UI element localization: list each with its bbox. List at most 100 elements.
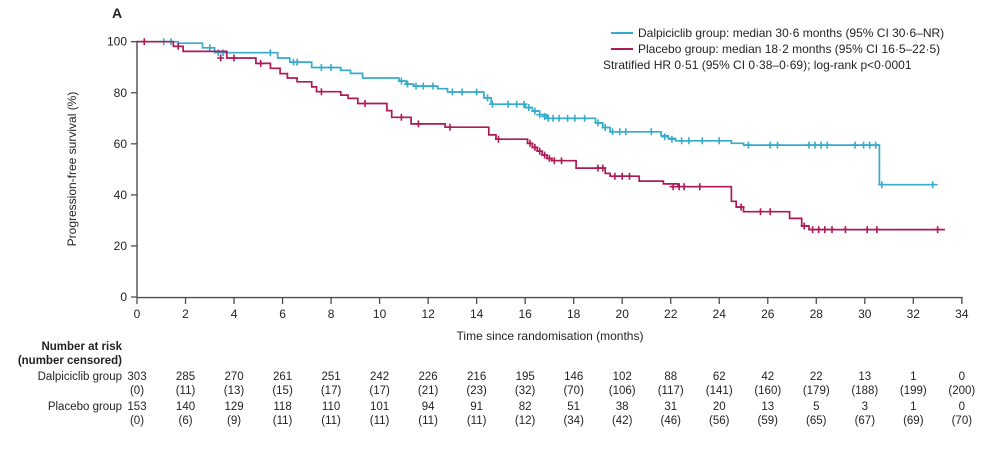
x-tick-label: 30 bbox=[858, 307, 872, 321]
risk-value: 153 bbox=[127, 401, 147, 413]
risk-value: 88 bbox=[664, 371, 678, 383]
x-tick-label: 2 bbox=[182, 307, 189, 321]
risk-value: 251 bbox=[321, 371, 341, 383]
risk-value: 51 bbox=[567, 401, 581, 413]
panel-label: A bbox=[112, 5, 123, 21]
x-tick-label: 8 bbox=[328, 307, 335, 321]
y-tick-label: 0 bbox=[120, 290, 127, 304]
x-tick-label: 26 bbox=[761, 307, 775, 321]
censored-value: (21) bbox=[417, 385, 439, 397]
censored-value: (188) bbox=[851, 385, 879, 397]
y-tick-label: 80 bbox=[114, 86, 128, 100]
x-tick-label: 14 bbox=[470, 307, 484, 321]
legend-label-placebo: Placebo group: median 18·2 months (95% C… bbox=[638, 42, 941, 56]
censored-value: (11) bbox=[272, 415, 293, 427]
censored-value: (11) bbox=[369, 415, 390, 427]
risk-value: 110 bbox=[321, 401, 341, 413]
x-tick-label: 22 bbox=[664, 307, 678, 321]
censored-value: (69) bbox=[903, 415, 924, 427]
risk-row-label-dalpiciclib: Dalpiciclib group bbox=[37, 371, 122, 383]
censored-value: (11) bbox=[466, 415, 487, 427]
legend-item-dalpiciclib: Dalpiciclib group: median 30·6 months (9… bbox=[603, 25, 944, 41]
censored-value: (0) bbox=[129, 415, 145, 427]
km-curve-dalpiciclib bbox=[137, 40, 938, 186]
risk-value: 226 bbox=[418, 371, 438, 383]
risk-value: 303 bbox=[127, 371, 147, 383]
risk-value: 140 bbox=[175, 401, 196, 413]
x-axis-title: Time since randomisation (months) bbox=[456, 329, 644, 343]
risk-value: 38 bbox=[615, 401, 629, 413]
censored-value: (117) bbox=[657, 385, 684, 397]
censored-value: (32) bbox=[514, 385, 536, 397]
y-axis-title: Progression-free survival (%) bbox=[65, 91, 79, 247]
km-curve-placebo bbox=[137, 40, 945, 231]
risk-value: 270 bbox=[224, 371, 244, 383]
risk-table-subtitle: (number censored) bbox=[17, 355, 122, 367]
x-tick-label: 24 bbox=[713, 307, 727, 321]
risk-value: 94 bbox=[421, 401, 435, 413]
censor-marks-placebo bbox=[140, 38, 942, 234]
y-tick-label: 60 bbox=[114, 137, 128, 151]
censored-value: (46) bbox=[660, 415, 681, 427]
y-tick-label: 20 bbox=[114, 239, 128, 253]
censored-value: (160) bbox=[754, 385, 782, 397]
risk-value: 285 bbox=[175, 371, 196, 383]
risk-value: 22 bbox=[809, 371, 823, 383]
censored-value: (106) bbox=[608, 385, 636, 397]
censored-value: (11) bbox=[418, 415, 438, 427]
censored-value: (179) bbox=[802, 385, 830, 397]
censored-value: (15) bbox=[272, 385, 293, 397]
risk-value: 0 bbox=[958, 401, 966, 413]
censored-value: (34) bbox=[563, 415, 584, 427]
y-tick-label: 40 bbox=[114, 188, 128, 202]
risk-value: 1 bbox=[910, 401, 917, 413]
censored-value: (65) bbox=[806, 415, 827, 427]
censored-value: (67) bbox=[854, 415, 876, 427]
placebo-line-swatch bbox=[611, 48, 633, 50]
legend: Dalpiciclib group: median 30·6 months (9… bbox=[603, 25, 944, 73]
risk-value: 62 bbox=[712, 371, 726, 383]
risk-table-title: Number at risk bbox=[41, 341, 122, 353]
censored-value: (70) bbox=[951, 415, 973, 427]
risk-value: 261 bbox=[272, 371, 293, 383]
x-tick-label: 34 bbox=[955, 307, 969, 321]
censored-value: (11) bbox=[321, 415, 341, 427]
legend-item-placebo: Placebo group: median 18·2 months (95% C… bbox=[603, 41, 944, 57]
x-tick-label: 16 bbox=[518, 307, 532, 321]
risk-value: 5 bbox=[813, 401, 820, 413]
x-tick-label: 6 bbox=[279, 307, 286, 321]
censored-value: (0) bbox=[129, 385, 145, 397]
risk-value: 13 bbox=[858, 371, 872, 383]
x-tick-label: 10 bbox=[373, 307, 387, 321]
axes bbox=[136, 40, 963, 299]
x-tick-label: 12 bbox=[421, 307, 435, 321]
censored-value: (6) bbox=[178, 415, 193, 427]
risk-value: 242 bbox=[370, 371, 390, 383]
risk-value: 82 bbox=[518, 401, 532, 413]
hr-annotation: Stratified HR 0·51 (95% CI 0·38–0·69); l… bbox=[603, 58, 912, 72]
risk-value: 1 bbox=[910, 371, 917, 383]
risk-value: 3 bbox=[861, 401, 868, 413]
risk-row-label-placebo: Placebo group bbox=[47, 401, 122, 413]
censored-value: (199) bbox=[899, 385, 927, 397]
x-tick-label: 32 bbox=[907, 307, 921, 321]
risk-value: 102 bbox=[612, 371, 632, 383]
censored-value: (11) bbox=[175, 385, 196, 397]
x-tick-label: 20 bbox=[616, 307, 630, 321]
dalpiciclib-line-swatch bbox=[611, 32, 633, 34]
censored-value: (56) bbox=[709, 415, 730, 427]
x-tick-label: 28 bbox=[810, 307, 824, 321]
legend-label-dalpiciclib: Dalpiciclib group: median 30·6 months (9… bbox=[638, 26, 945, 40]
censored-value: (141) bbox=[705, 385, 733, 397]
x-tick-label: 0 bbox=[134, 307, 141, 321]
censored-value: (13) bbox=[223, 385, 245, 397]
censored-value: (59) bbox=[757, 415, 778, 427]
risk-value: 146 bbox=[564, 371, 584, 383]
risk-value: 0 bbox=[958, 371, 966, 383]
censored-value: (42) bbox=[611, 415, 633, 427]
risk-value: 91 bbox=[470, 401, 484, 413]
risk-value: 13 bbox=[761, 401, 775, 413]
censored-value: (9) bbox=[227, 415, 242, 427]
